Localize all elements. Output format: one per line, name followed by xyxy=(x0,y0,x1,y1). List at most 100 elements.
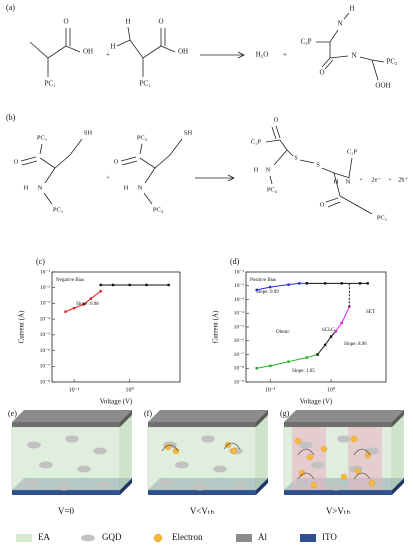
atom-label: 2h⁺ xyxy=(398,176,409,183)
electron xyxy=(354,467,362,475)
device-caption: V=0 xyxy=(58,506,75,516)
electron-path xyxy=(353,472,371,480)
electron-path xyxy=(297,448,315,456)
data-point xyxy=(366,282,369,285)
al-layer xyxy=(12,410,132,422)
atom-label: O xyxy=(274,116,279,123)
atom-label: OOH xyxy=(375,82,390,90)
gqd xyxy=(337,435,351,443)
atom-label: N xyxy=(266,166,271,173)
ito-edge xyxy=(148,490,256,495)
atom-label: N xyxy=(337,20,342,28)
al-side xyxy=(392,410,404,427)
data-point xyxy=(340,282,343,285)
legend-label: EA xyxy=(38,532,50,542)
atom-label: H xyxy=(349,5,354,13)
gqd xyxy=(201,435,215,443)
annotation: SET xyxy=(366,310,375,315)
data-point xyxy=(64,310,67,313)
atom-label: OH xyxy=(83,48,93,56)
legend-swatch xyxy=(300,534,316,542)
atom-label: PC₁ xyxy=(139,80,150,88)
y-tick-label: 10⁻² xyxy=(40,285,50,291)
ito-edge xyxy=(12,490,120,495)
data-point xyxy=(340,321,343,325)
x-tick-label: 10⁻¹ xyxy=(69,387,80,393)
series-line xyxy=(317,330,337,355)
panel-label: (b) xyxy=(6,113,16,122)
data-point xyxy=(287,283,290,286)
data-point xyxy=(82,302,86,306)
data-point xyxy=(269,364,272,368)
ea-side xyxy=(256,415,268,490)
gqd xyxy=(23,479,37,487)
data-point xyxy=(255,288,258,292)
ito-edge xyxy=(284,490,392,495)
y-tick-label: 10⁻⁵ xyxy=(234,324,244,330)
data-point xyxy=(287,360,290,363)
ea-side xyxy=(120,415,132,490)
atom-label: + xyxy=(388,176,392,183)
legend-label: Al xyxy=(258,532,267,542)
y-tick-label: 10⁻⁴ xyxy=(40,316,50,322)
ito-side xyxy=(392,478,404,495)
y-tick-label: 10⁻⁶ xyxy=(40,348,50,354)
gqd xyxy=(93,447,107,455)
atom-label: 2e⁻ xyxy=(371,176,381,183)
atom-label: + xyxy=(359,176,363,183)
atom-label: PC₁ xyxy=(37,134,47,141)
y-tick-label: 10⁻⁵ xyxy=(40,332,50,338)
data-point xyxy=(323,343,327,347)
electron-path xyxy=(353,448,371,456)
al-side xyxy=(120,410,132,427)
annotation: Negative Bias xyxy=(56,278,84,283)
atom-label: SH xyxy=(184,129,193,136)
atom-label: C₂P xyxy=(347,148,358,155)
y-tick-label: 10⁻³ xyxy=(234,297,244,303)
atom-label: PC₁ xyxy=(377,214,387,221)
atom-label: H xyxy=(124,184,129,191)
al-layer xyxy=(148,410,268,422)
x-axis-label: Voltage (V) xyxy=(100,398,133,406)
gqd xyxy=(299,441,313,449)
data-point xyxy=(99,290,102,293)
atom-label: PC₃ xyxy=(137,134,147,141)
legend-label: ITO xyxy=(322,532,337,542)
atom-label: + xyxy=(106,51,110,59)
legend-swatch xyxy=(236,534,252,542)
y-axis-label: Current (A) xyxy=(18,310,26,344)
atom-label: N xyxy=(346,178,351,185)
atom-label: C₂P xyxy=(251,138,262,145)
y-tick-label: 10⁻⁹ xyxy=(234,379,244,385)
y-tick-label: 10⁻⁴ xyxy=(234,311,244,317)
gqd xyxy=(175,461,189,469)
y-axis-label: Current (A) xyxy=(212,310,220,344)
electron xyxy=(224,441,232,449)
electron xyxy=(306,453,314,461)
scheme-a-bonds xyxy=(29,12,385,81)
data-point xyxy=(329,335,333,338)
electron xyxy=(310,481,318,489)
series-line xyxy=(335,306,350,332)
atom-label: H xyxy=(125,18,130,26)
gqd xyxy=(27,441,41,449)
data-point xyxy=(358,282,362,285)
annotation: Slope: 1.05 xyxy=(292,369,315,374)
al-edge xyxy=(12,422,120,427)
plot-frame xyxy=(245,271,387,383)
gqd xyxy=(97,481,111,489)
data-point xyxy=(111,283,115,287)
data-point xyxy=(167,283,170,287)
al-layer xyxy=(284,410,404,422)
annotation: SCLC xyxy=(322,328,335,333)
x-axis-label: Voltage (V) xyxy=(300,398,333,406)
x-tick-label: 10⁰ xyxy=(327,386,336,393)
data-point xyxy=(72,306,76,310)
panel-label: (e) xyxy=(8,409,17,418)
ito-side xyxy=(120,478,132,495)
data-point xyxy=(255,367,258,370)
gqd xyxy=(77,465,91,473)
atom-label: PC₄ xyxy=(153,206,164,213)
annotation: Slope: 0.98 xyxy=(76,302,99,307)
